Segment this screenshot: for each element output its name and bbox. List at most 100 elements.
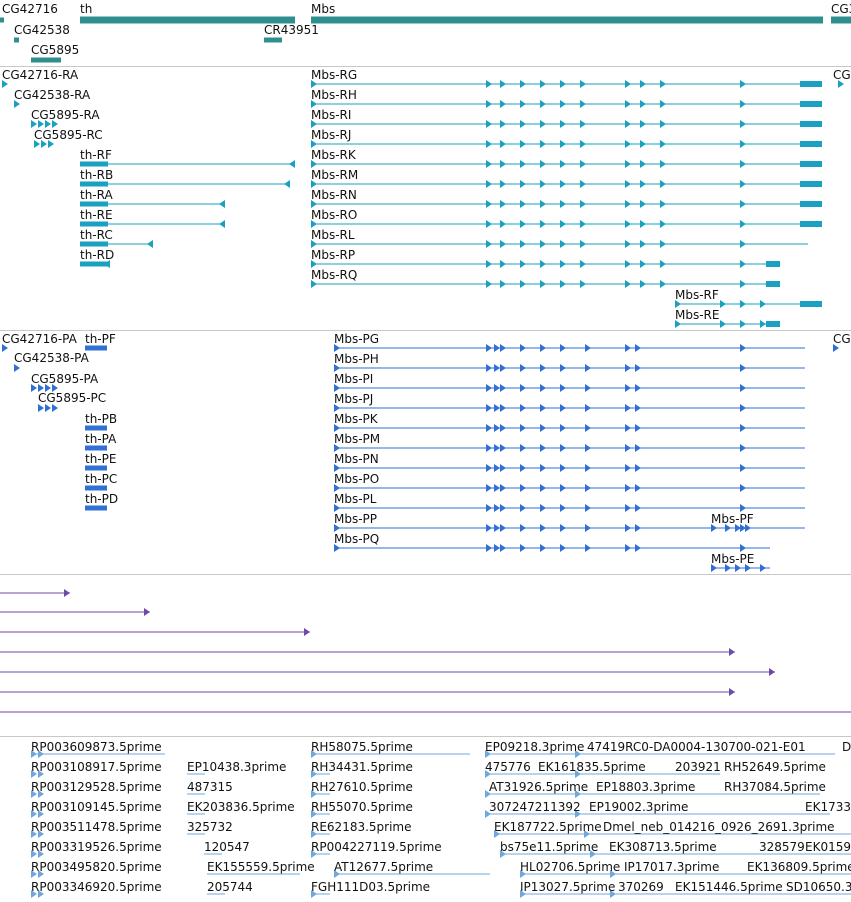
est-label[interactable]: AT31926.5prime <box>489 780 589 794</box>
protein-label[interactable]: th-PB <box>85 412 118 426</box>
est-label[interactable]: EK203836.5prime <box>187 800 295 814</box>
transcript-label[interactable]: CG5895-RA <box>31 108 100 122</box>
est-label[interactable]: RH27610.5prime <box>311 780 413 794</box>
est-label[interactable]: RP003319526.5prime <box>31 840 162 854</box>
est-label[interactable]: 307247211392 <box>489 800 581 814</box>
protein-label[interactable]: Mbs-PM <box>334 432 381 446</box>
gene-label-cr43951[interactable]: CR43951 <box>264 23 319 37</box>
est-label[interactable]: EK308713.5prime <box>609 840 717 854</box>
est-label[interactable]: 475776 <box>485 760 531 774</box>
est-label[interactable]: HL02706.5prime <box>520 860 621 874</box>
est-label[interactable]: EK187722.5prime <box>494 820 602 834</box>
est-label[interactable]: RP003495820.5prime <box>31 860 162 874</box>
est-label[interactable]: 328579 <box>759 840 805 854</box>
protein-label[interactable]: th-PF <box>85 332 116 346</box>
transcript-label[interactable]: Mbs-RM <box>311 168 359 182</box>
est-label[interactable]: RP003109145.5prime <box>31 800 162 814</box>
transcript-label[interactable]: CG42538-RA <box>14 88 91 102</box>
est-label[interactable]: RP003511478.5prime <box>31 820 162 834</box>
protein-label[interactable]: th-PC <box>85 472 118 486</box>
transcript-label[interactable]: CG42716-RA <box>2 68 79 82</box>
est-label[interactable]: EK136809.5prime <box>747 860 851 874</box>
est-label[interactable]: 370269 <box>618 880 664 894</box>
est-label[interactable]: RP003346920.5prime <box>31 880 162 894</box>
transcript-label[interactable]: CG5895-RC <box>34 128 103 142</box>
est-label[interactable]: RH55070.5prime <box>311 800 413 814</box>
est-label[interactable]: EK161835.5prime <box>538 760 646 774</box>
est-label[interactable]: 47419RC0-DA0004-130700-021-E01 <box>587 740 806 754</box>
est-label[interactable]: RP003108917.5prime <box>31 760 162 774</box>
gene-label-cg42716[interactable]: CG42716 <box>2 2 58 16</box>
protein-label[interactable]: Mbs-PH <box>334 352 379 366</box>
gene-label-mbs[interactable]: Mbs <box>311 2 336 16</box>
protein-label[interactable]: Mbs-PO <box>334 472 380 486</box>
transcript-label[interactable]: th-RA <box>80 188 113 202</box>
est-label[interactable]: 120547 <box>204 840 250 854</box>
est-label[interactable]: RH52649.5prime <box>724 760 826 774</box>
transcript-label[interactable]: Mbs-RI <box>311 108 352 122</box>
est-label[interactable]: RP004227119.5prime <box>311 840 442 854</box>
transcript-label[interactable]: Mbs-RF <box>675 288 719 302</box>
est-label[interactable]: RH37084.5prime <box>724 780 826 794</box>
est-label[interactable]: 203921 <box>675 760 721 774</box>
protein-label[interactable]: Mbs-PN <box>334 452 379 466</box>
est-label[interactable]: RH34431.5prime <box>311 760 413 774</box>
est-label[interactable]: EK0159 <box>805 840 851 854</box>
est-label[interactable]: 487315 <box>187 780 233 794</box>
protein-label[interactable]: th-PD <box>85 492 119 506</box>
protein-label[interactable]: CG42538-PA <box>14 351 89 365</box>
transcript-label[interactable]: Mbs-RP <box>311 248 356 262</box>
transcript-label[interactable]: th-RF <box>80 148 112 162</box>
est-label[interactable]: EP09218.3prime <box>485 740 585 754</box>
gene-label-cg42538[interactable]: CG42538 <box>14 23 70 37</box>
est-label[interactable]: FGH111D03.5prime <box>311 880 431 894</box>
est-label[interactable]: EP19002.3prime <box>589 800 689 814</box>
est-label[interactable]: 325732 <box>187 820 233 834</box>
protein-label[interactable]: Mbs-PI <box>334 372 374 386</box>
transcript-label[interactable]: Mbs-RL <box>311 228 355 242</box>
est-label[interactable]: 205744 <box>207 880 253 894</box>
transcript-label[interactable]: Mbs-RK <box>311 148 356 162</box>
transcript-label[interactable]: Mbs-RO <box>311 208 358 222</box>
est-label[interactable]: RP003129528.5prime <box>31 780 162 794</box>
est-label[interactable]: RP003609873.5prime <box>31 740 162 754</box>
protein-label[interactable]: Mbs-PK <box>334 412 378 426</box>
protein-label[interactable]: th-PA <box>85 432 117 446</box>
gene-label-cg5895[interactable]: CG5895 <box>31 43 80 57</box>
transcript-label[interactable]: th-RC <box>80 228 113 242</box>
est-label[interactable]: D <box>842 740 851 754</box>
est-label[interactable]: EK1733 <box>805 800 851 814</box>
transcript-label[interactable]: Mbs-RQ <box>311 268 358 282</box>
protein-label[interactable]: CG5895-PC <box>38 391 107 405</box>
est-label[interactable]: RH58075.5prime <box>311 740 413 754</box>
transcript-label[interactable]: CG <box>833 68 851 82</box>
protein-label[interactable]: Mbs-PL <box>334 492 377 506</box>
est-label[interactable]: IP17017.3prime <box>624 860 720 874</box>
transcript-label[interactable]: th-RD <box>80 248 115 262</box>
est-label[interactable]: SD10650.3 <box>786 880 851 894</box>
est-label[interactable]: Dmel_neb_014216_0926_2691.3prime <box>603 820 835 834</box>
protein-label[interactable]: CG5895-PA <box>31 372 99 386</box>
transcript-label[interactable]: Mbs-RJ <box>311 128 352 142</box>
protein-label[interactable]: th-PE <box>85 452 117 466</box>
protein-label[interactable]: Mbs-PP <box>334 512 378 526</box>
est-label[interactable]: bs75e11.5prime <box>500 840 599 854</box>
transcript-label[interactable]: Mbs-RG <box>311 68 358 82</box>
est-label[interactable]: AT12677.5prime <box>334 860 434 874</box>
transcript-label[interactable]: Mbs-RN <box>311 188 357 202</box>
est-label[interactable]: EP18803.3prime <box>596 780 696 794</box>
protein-label[interactable]: Mbs-PE <box>711 552 755 566</box>
est-label[interactable]: EK155559.5prime <box>207 860 315 874</box>
protein-label[interactable]: Mbs-PJ <box>334 392 374 406</box>
est-label[interactable]: IP13027.5prime <box>520 880 616 894</box>
transcript-label[interactable]: th-RB <box>80 168 114 182</box>
protein-label[interactable]: Mbs-PF <box>711 512 754 526</box>
transcript-label[interactable]: Mbs-RH <box>311 88 357 102</box>
transcript-label[interactable]: Mbs-RE <box>675 308 720 322</box>
gene-label-th[interactable]: th <box>80 2 93 16</box>
est-label[interactable]: EP10438.3prime <box>187 760 287 774</box>
protein-label[interactable]: CG3 <box>833 332 851 346</box>
gene-label-cg-right[interactable]: CG3 <box>831 2 851 16</box>
est-label[interactable]: RE62183.5prime <box>311 820 412 834</box>
protein-label[interactable]: Mbs-PG <box>334 332 380 346</box>
